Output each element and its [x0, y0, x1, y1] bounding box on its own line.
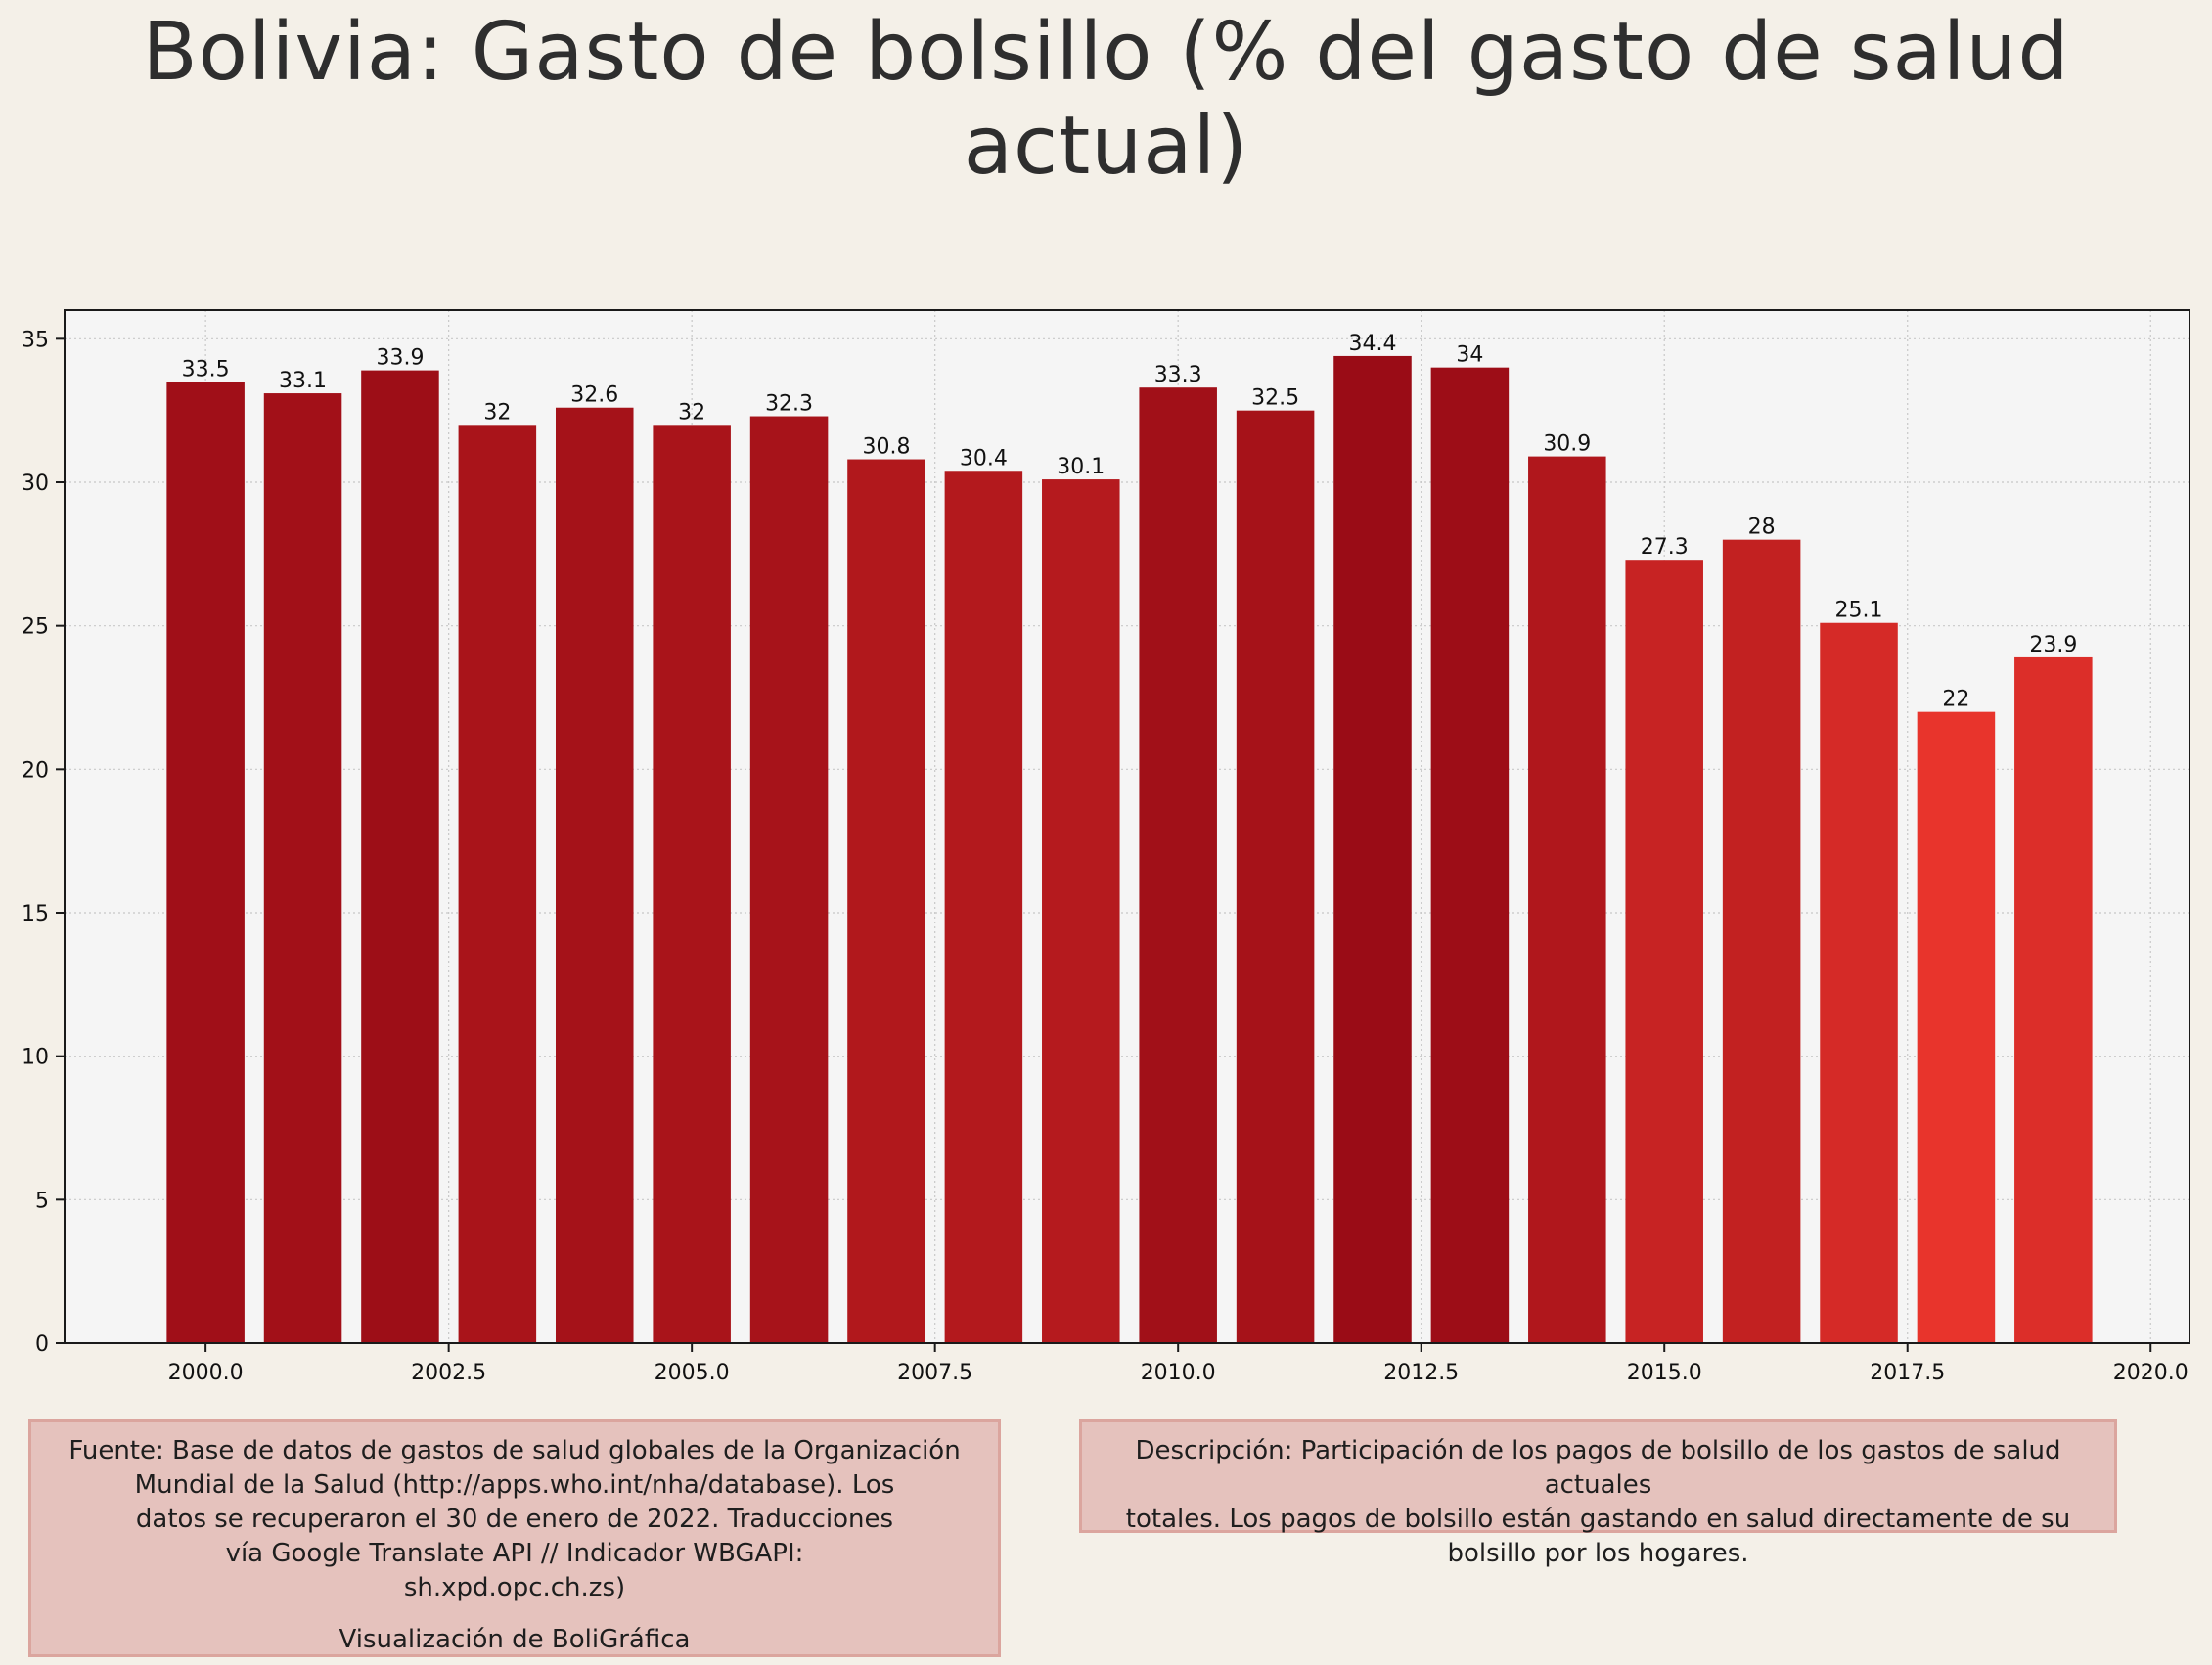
x-axis-ticks: 2000.0 2002.5 2005.0 2007.5 2010.0 2012.5 2015…: [168, 1343, 2189, 1385]
credit-line: Visualización de BoliGráfica: [339, 1625, 691, 1654]
data-label: 22: [1942, 688, 1969, 712]
source-line: datos se recuperaron el 30 de enero de 2…: [135, 1505, 894, 1534]
bars: [166, 355, 2093, 1344]
data-label: 32.6: [570, 383, 618, 408]
data-label: 34: [1456, 343, 1483, 368]
bar: [1139, 387, 1217, 1343]
description-line: totales. Los pagos de bolsillo están gas…: [1125, 1505, 2071, 1534]
bar: [1042, 479, 1120, 1344]
bar-chart: 33.5 33.1 33.9 32 32.6 32 32.3 30.8 30.4 30.1 33.3…: [22, 309, 2190, 1385]
bar: [749, 416, 829, 1343]
bar: [263, 393, 342, 1344]
data-label: 33.9: [376, 346, 424, 371]
bar: [1820, 622, 1898, 1343]
data-labels: 33.5 33.1 33.9 32 32.6 32 32.3 30.8 30.4 30.1 33.3…: [182, 332, 2078, 712]
bar: [361, 370, 439, 1344]
y-tick-label: 0: [35, 1332, 49, 1357]
data-label: 30.1: [1057, 455, 1105, 479]
chart-title: Bolivia: Gasto de bolsillo (% del gasto …: [0, 6, 2212, 194]
bar: [166, 382, 245, 1343]
data-label: 33.3: [1154, 363, 1202, 387]
x-tick-label: 2020.0: [2113, 1361, 2189, 1385]
bar: [2014, 656, 2093, 1343]
source-note: Fuente: Base de datos de gastos de salud…: [28, 1419, 1001, 1657]
data-label: 33.5: [182, 357, 230, 382]
bar: [1722, 539, 1801, 1343]
y-tick-label: 15: [22, 902, 49, 926]
data-label: 33.1: [279, 369, 327, 393]
bar: [847, 459, 925, 1343]
description-line: Descripción: Participación de los pagos …: [1135, 1436, 2061, 1500]
plot-frame: [64, 309, 2190, 1344]
data-label: 25.1: [1835, 599, 1883, 623]
data-label: 32: [678, 400, 705, 425]
x-tick-label: 2005.0: [655, 1361, 730, 1385]
y-tick-label: 5: [35, 1189, 49, 1213]
y-tick-label: 35: [22, 328, 49, 352]
x-tick-label: 2007.5: [897, 1361, 972, 1385]
bar: [1625, 560, 1703, 1343]
data-label: 32.3: [765, 392, 813, 417]
y-tick-label: 20: [22, 758, 49, 783]
x-tick-label: 2015.0: [1627, 1361, 1702, 1385]
data-label: 27.3: [1641, 535, 1689, 560]
bar: [1236, 410, 1315, 1344]
y-tick-label: 25: [22, 615, 49, 640]
data-label: 30.9: [1543, 432, 1591, 457]
bar: [1430, 367, 1510, 1344]
y-axis-ticks: 0 5 10 15 20 25 30 35: [22, 328, 65, 1357]
bar: [458, 425, 537, 1343]
bar: [1333, 355, 1412, 1343]
chart-title-line: Bolivia: Gasto de bolsillo (% del gasto …: [142, 6, 2070, 99]
chart-title-line: actual): [963, 100, 1249, 193]
source-line: sh.xpd.opc.ch.zs): [403, 1573, 626, 1602]
bar: [555, 407, 634, 1343]
data-label: 32: [483, 400, 511, 425]
bar: [1528, 456, 1606, 1344]
description-line: bolsillo por los hogares.: [1447, 1539, 1749, 1568]
x-tick-label: 2000.0: [168, 1361, 244, 1385]
data-label: 30.4: [960, 446, 1008, 471]
bar: [653, 425, 731, 1343]
data-label: 30.8: [862, 435, 910, 460]
x-tick-label: 2010.0: [1141, 1361, 1216, 1385]
data-label: 32.5: [1251, 386, 1299, 411]
y-tick-label: 30: [22, 472, 49, 496]
source-line: vía Google Translate API // Indicador WB…: [225, 1539, 804, 1568]
source-line: Fuente: Base de datos de gastos de salud…: [68, 1436, 961, 1465]
data-label: 28: [1748, 516, 1776, 540]
x-tick-label: 2012.5: [1383, 1361, 1459, 1385]
bar: [944, 471, 1023, 1343]
source-line: Mundial de la Salud (http://apps.who.int…: [134, 1470, 895, 1500]
y-tick-label: 10: [22, 1046, 49, 1070]
data-label: 23.9: [2029, 633, 2077, 657]
x-tick-label: 2002.5: [411, 1361, 486, 1385]
description-note: Descripción: Participación de los pagos …: [1079, 1419, 2117, 1568]
data-label: 34.4: [1349, 332, 1397, 356]
x-tick-label: 2017.5: [1870, 1361, 1945, 1385]
bar: [1917, 711, 1996, 1343]
